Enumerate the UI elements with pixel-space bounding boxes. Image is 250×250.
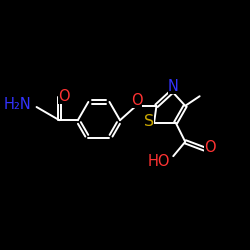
Text: O: O: [58, 89, 70, 104]
Text: S: S: [144, 114, 154, 129]
Text: N: N: [168, 79, 179, 94]
Text: O: O: [204, 140, 216, 155]
Text: HO: HO: [147, 154, 170, 169]
Text: H₂N: H₂N: [4, 97, 31, 112]
Text: O: O: [131, 93, 142, 108]
